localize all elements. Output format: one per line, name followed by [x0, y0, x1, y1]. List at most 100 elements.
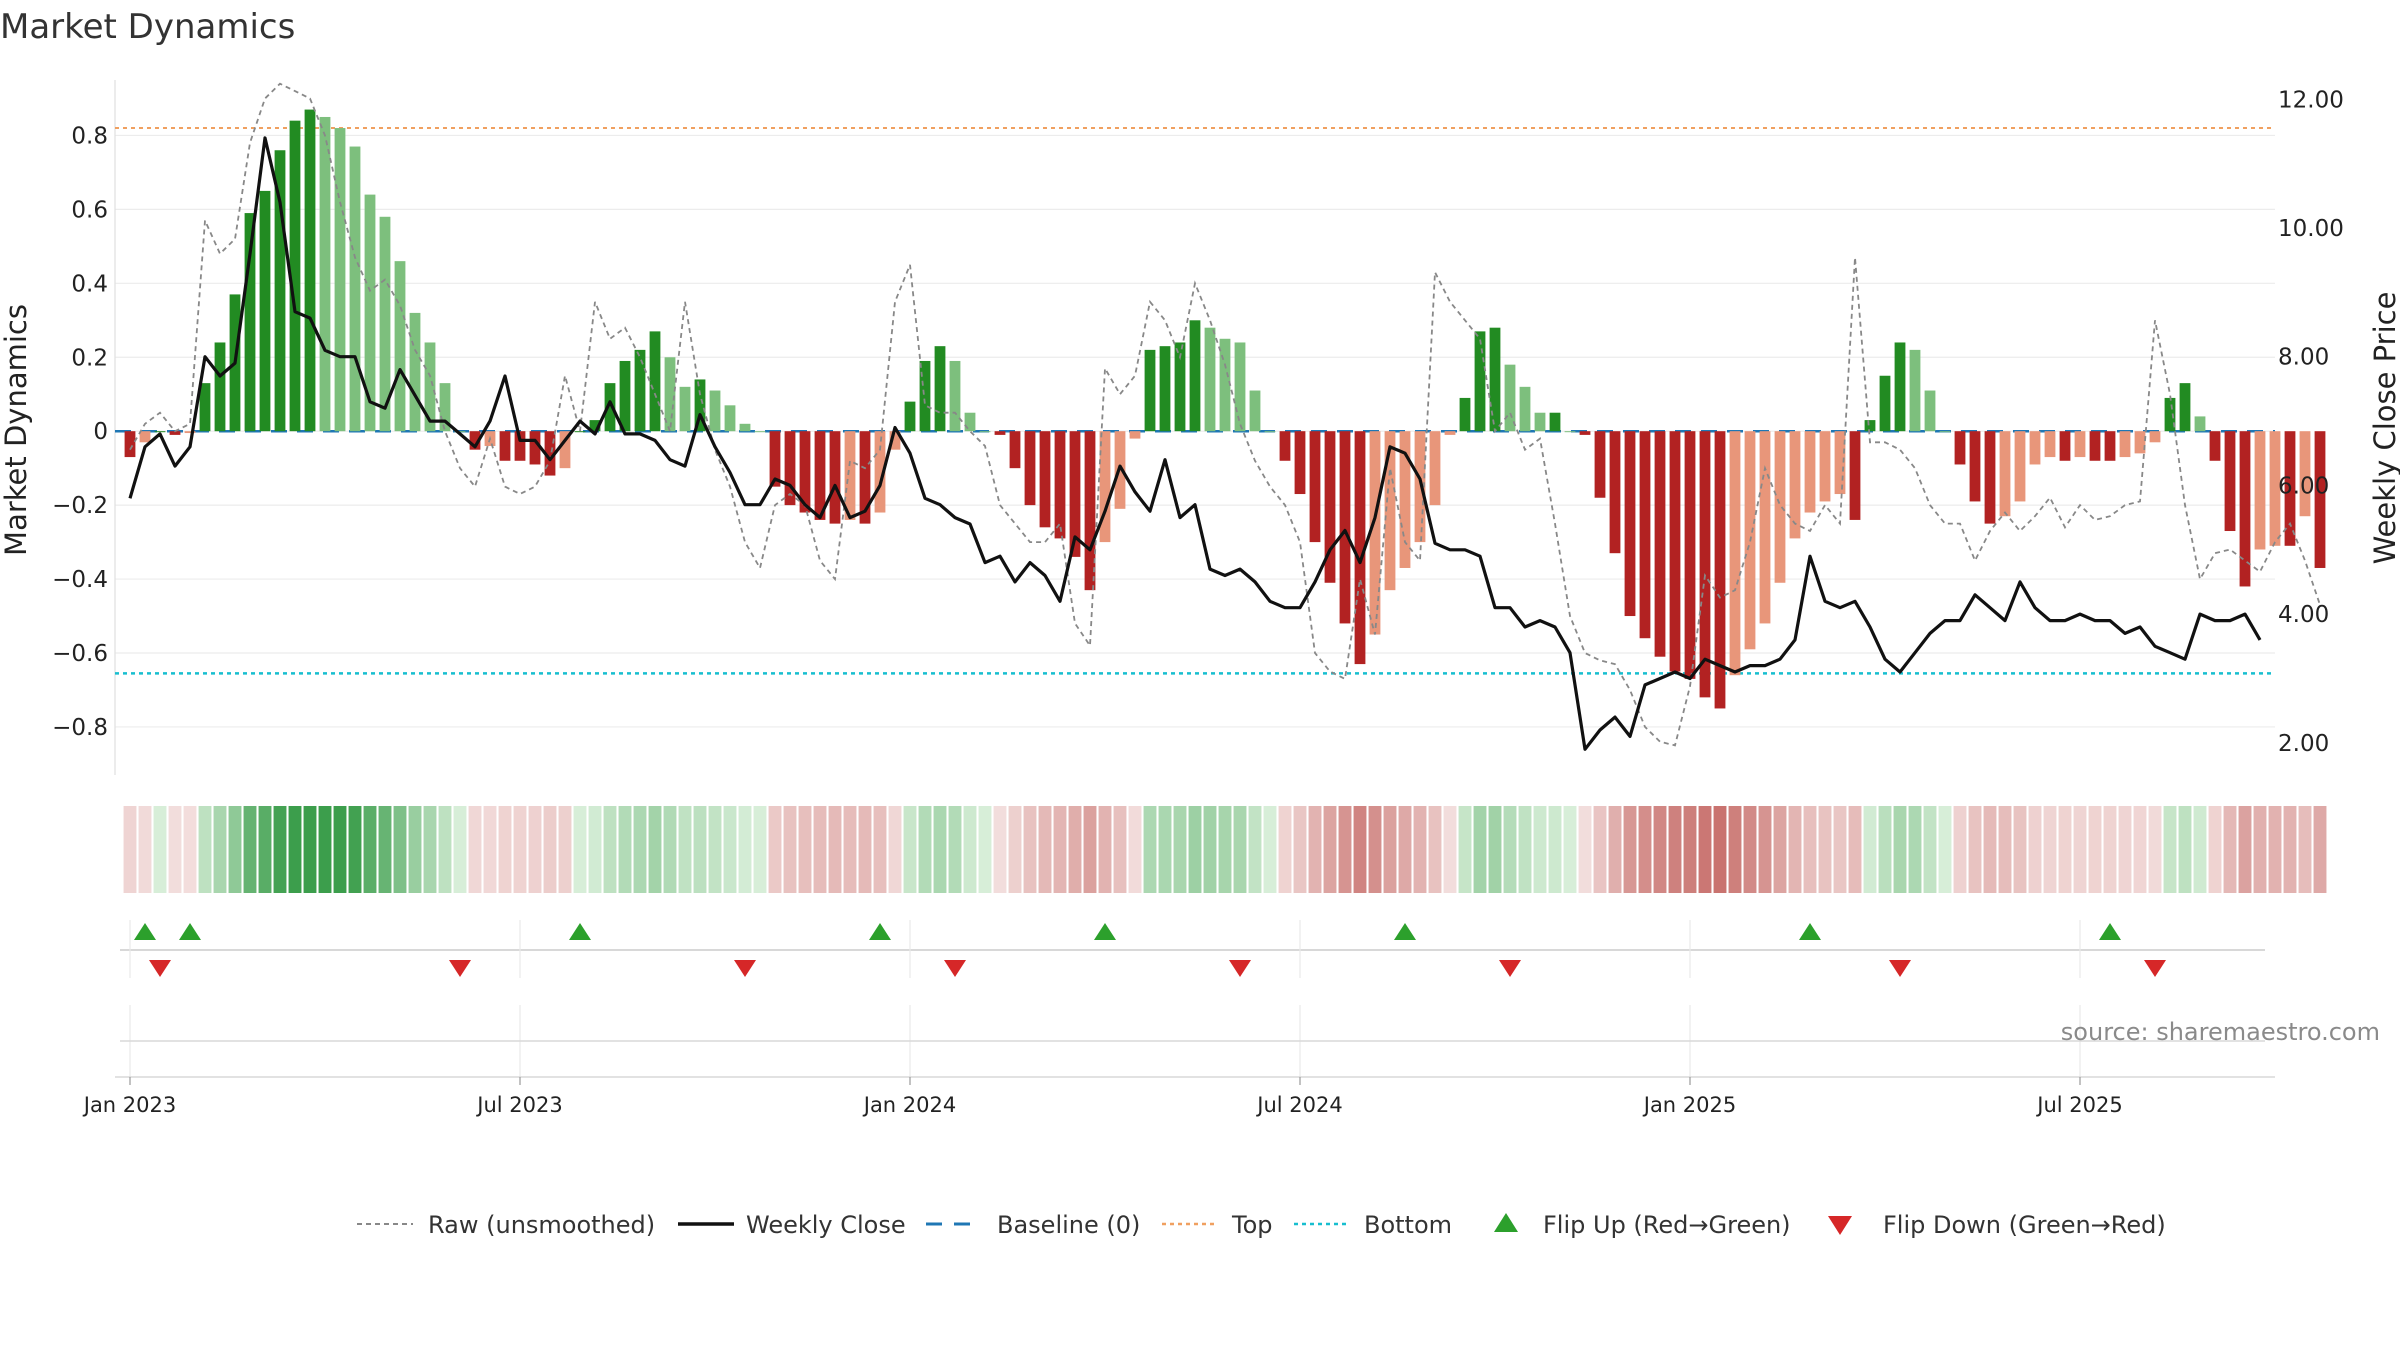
heat-cell: [1983, 806, 1997, 893]
y-left-tick-label: −0.6: [52, 641, 108, 667]
bar: [2074, 431, 2086, 458]
bar: [889, 431, 901, 450]
bar: [844, 431, 856, 520]
heat-cell: [168, 806, 182, 893]
y-right-tick-label: 4.00: [2278, 602, 2329, 628]
bar: [1549, 412, 1561, 432]
flip-markers-panel: [120, 920, 2265, 978]
heat-cell: [453, 806, 467, 893]
bar: [2269, 431, 2281, 546]
flip-down-marker: [449, 960, 471, 977]
heat-cell: [1338, 806, 1352, 893]
heat-cell: [528, 806, 542, 893]
bar: [2284, 431, 2296, 546]
bar: [1339, 431, 1351, 624]
heat-cell: [2283, 806, 2297, 893]
bar: [1879, 375, 1891, 432]
heat-cell: [1473, 806, 1487, 893]
heat-cell: [588, 806, 602, 893]
heat-cell: [1683, 806, 1697, 893]
bar: [1684, 431, 1696, 679]
heat-cell: [1008, 806, 1022, 893]
heat-cell: [2028, 806, 2042, 893]
bar: [499, 431, 511, 461]
heat-cell: [1113, 806, 1127, 893]
bar: [169, 431, 181, 435]
bar: [2029, 431, 2041, 465]
y-left-tick-label: 0: [93, 419, 108, 445]
heat-cell: [798, 806, 812, 893]
heat-cell: [1368, 806, 1382, 893]
heat-cell: [1713, 806, 1727, 893]
heat-cell: [2178, 806, 2192, 893]
y-left-tick-label: 0.4: [71, 271, 108, 297]
bar: [709, 390, 721, 432]
bar: [784, 431, 796, 506]
heat-cell: [648, 806, 662, 893]
legend-label: Raw (unsmoothed): [428, 1211, 655, 1239]
bar: [409, 312, 421, 432]
bar: [739, 423, 751, 432]
bars-group: [124, 109, 2326, 709]
bar: [1954, 431, 1966, 465]
x-axis-ticks: Jan 2023 Jul 2023 Jan 2024 Jul 2024 Jan 2025…: [82, 1077, 2123, 1117]
heat-cell: [213, 806, 227, 893]
bar: [619, 360, 631, 432]
bar: [1414, 431, 1426, 543]
bar: [1999, 431, 2011, 517]
heat-cell: [2268, 806, 2282, 893]
heat-cell: [1233, 806, 1247, 893]
raw-line-group: [129, 82, 2321, 747]
bar: [274, 150, 286, 432]
bar: [1474, 331, 1486, 432]
bar: [394, 261, 406, 432]
bar: [1069, 431, 1081, 557]
heat-cell: [1743, 806, 1757, 893]
heat-cell: [1128, 806, 1142, 893]
heat-cell: [573, 806, 587, 893]
bar: [694, 379, 706, 432]
heat-cell: [633, 806, 647, 893]
heat-cell: [2313, 806, 2327, 893]
flip-up-marker: [2099, 923, 2121, 940]
bar: [199, 383, 211, 432]
bar: [1009, 431, 1021, 469]
y-left-tick-label: 0.2: [71, 345, 108, 371]
bar: [319, 116, 331, 432]
bar: [1579, 431, 1591, 435]
bar: [304, 109, 316, 432]
heat-cell: [1563, 806, 1577, 893]
bar: [649, 331, 661, 432]
flip-up-marker: [869, 923, 891, 940]
flip-down-marker: [149, 960, 171, 977]
heat-cell: [858, 806, 872, 893]
bar: [244, 213, 256, 432]
x-tick-label: Jul 2024: [1255, 1093, 1342, 1117]
heat-cell: [1143, 806, 1157, 893]
heat-cell: [1608, 806, 1622, 893]
heat-cell: [738, 806, 752, 893]
bar: [2194, 416, 2206, 432]
heat-cell: [2223, 806, 2237, 893]
bar: [829, 431, 841, 524]
bar: [1459, 397, 1471, 432]
heat-cell: [1788, 806, 1802, 893]
bar: [1084, 431, 1096, 591]
heat-cell: [1053, 806, 1067, 893]
heat-cell: [1968, 806, 1982, 893]
heat-cell: [498, 806, 512, 893]
heat-cell: [1488, 806, 1502, 893]
heat-cell: [603, 806, 617, 893]
x-tick-label: Jan 2023: [82, 1093, 177, 1117]
x-tick-label: Jan 2024: [862, 1093, 957, 1117]
heat-cell: [1158, 806, 1172, 893]
heat-cell: [318, 806, 332, 893]
weekly-close-line: [128, 136, 2262, 751]
x-tick-label: Jan 2025: [1642, 1093, 1737, 1117]
flip-down-marker: [1229, 960, 1251, 977]
heat-cell: [1893, 806, 1907, 893]
heat-cell: [1548, 806, 1562, 893]
heat-cell: [1038, 806, 1052, 893]
bar: [2299, 431, 2311, 517]
legend-swatch-flip-up: [1494, 1213, 1518, 1232]
